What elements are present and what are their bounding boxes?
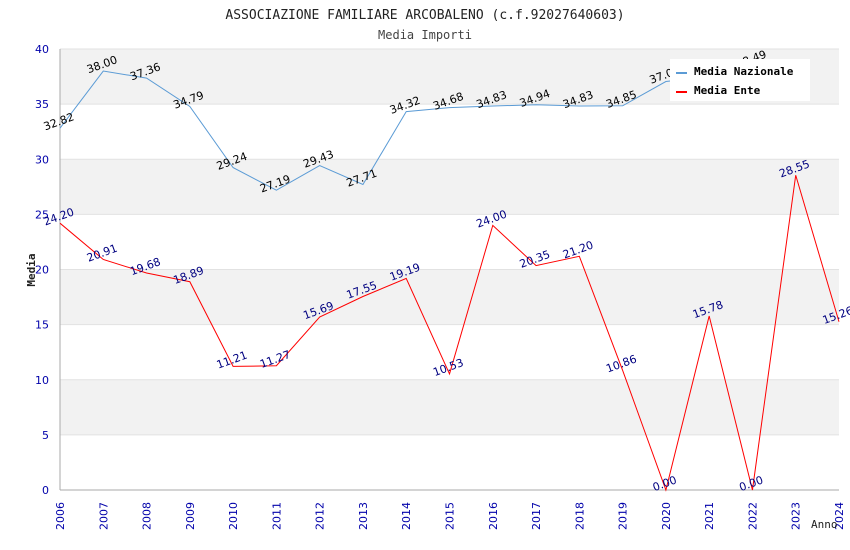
x-tick-label: 2024 [833,502,846,530]
chart-title: ASSOCIAZIONE FAMILIARE ARCOBALENO (c.f.9… [225,8,624,23]
x-tick-label: 2023 [790,502,803,530]
x-tick-label: 2010 [227,502,240,530]
legend-label-ente: Media Ente [694,84,761,97]
x-tick-label: 2014 [400,502,413,530]
plot-band [60,379,839,435]
y-tick-label: 15 [35,319,49,332]
x-tick-label: 2019 [617,502,630,530]
x-tick-labels: 2006 2007 2008 2009 2010 2011 2012 2013 2014 2015… [54,502,846,530]
y-tick-label: 20 [35,264,49,277]
x-tick-label: 2006 [54,502,67,530]
y-tick-label: 35 [35,98,49,111]
series-line-1 [59,175,840,492]
x-axis-label: Anno [811,518,838,531]
y-tick-labels: 0 5 10 15 20 25 30 35 40 [35,43,49,497]
legend: Media Nazionale Media Ente [670,59,810,101]
legend-box [670,59,810,101]
x-tick-label: 2007 [97,502,110,530]
x-tick-label: 2017 [530,502,543,530]
plot-band [60,269,839,325]
series-line-0 [59,65,753,191]
plot-band [60,434,839,490]
y-tick-label: 30 [35,153,49,166]
plot-band [60,214,839,270]
x-tick-label: 2016 [487,502,500,530]
plot-band [60,104,839,160]
y-tick-label: 10 [35,374,49,387]
x-tick-label: 2013 [357,502,370,530]
plot-band [60,324,839,380]
chart-subtitle: Media Importi [378,28,472,42]
series-lines [59,65,840,492]
y-axis-label: Media [25,253,38,286]
x-tick-label: 2022 [746,502,759,530]
plot-bands [60,49,839,490]
x-tick-label: 2018 [573,502,586,530]
x-tick-label: 2021 [703,502,716,530]
plot-band [60,159,839,215]
y-tick-label: 40 [35,43,49,56]
y-tick-label: 5 [42,429,49,442]
x-tick-label: 2012 [314,502,327,530]
legend-label-nazionale: Media Nazionale [694,65,794,78]
x-tick-label: 2020 [660,502,673,530]
x-tick-label: 2011 [270,502,283,530]
x-tick-label: 2009 [184,502,197,530]
x-tick-label: 2008 [141,502,154,530]
y-tick-label: 25 [35,208,49,221]
y-tick-label: 0 [42,484,49,497]
x-tick-label: 2015 [444,502,457,530]
